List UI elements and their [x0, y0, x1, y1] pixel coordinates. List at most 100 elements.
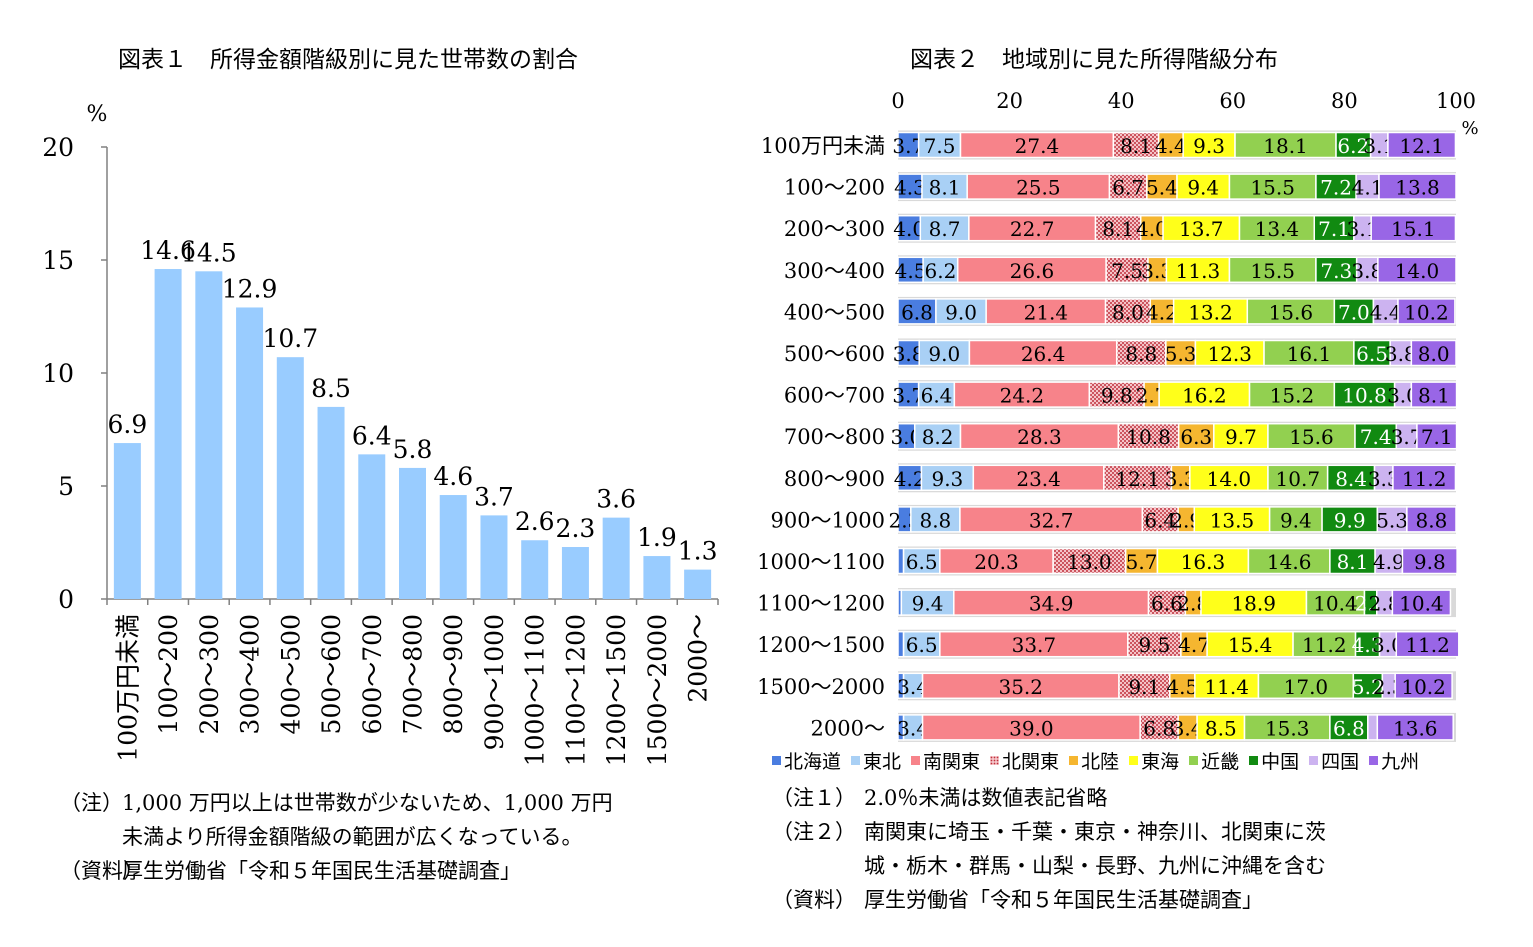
- chart1-bar: [602, 517, 630, 599]
- chart2-segment: [1127, 630, 1182, 658]
- chart2-segment: [1329, 714, 1369, 741]
- note-label: （注２）: [772, 820, 856, 844]
- chart2-data-label: 15.4: [1228, 633, 1273, 657]
- chart2-data-label: 5.7: [1126, 550, 1158, 574]
- chart2-category-label: 1100～1200: [757, 592, 885, 616]
- chart1-bar: [561, 547, 589, 599]
- chart2-data-label: 14.0: [1207, 467, 1252, 491]
- legend-label: 近畿: [1201, 751, 1240, 773]
- chart2-x-tick-label: 0: [891, 89, 904, 113]
- chart2-category-label: 200～300: [784, 217, 885, 241]
- chart2-data-label: 18.1: [1263, 134, 1308, 158]
- chart2-x-tick-label: 80: [1331, 89, 1358, 113]
- chart2-data-label: 4.1: [1352, 176, 1384, 200]
- legend-item: 四国: [1309, 747, 1359, 774]
- chart2-segment: [1177, 422, 1215, 450]
- chart2-data-label: 10.2: [1404, 300, 1449, 324]
- note-label: （資料）: [60, 859, 144, 883]
- chart2-data-label: 39.0: [1009, 716, 1054, 740]
- chart2-data-label: 12.3: [1207, 342, 1252, 366]
- chart2-data-label: 13.5: [1210, 508, 1255, 532]
- chart2-data-label: 4.7: [1178, 633, 1210, 657]
- chart2-data-label: 8.0: [1112, 300, 1144, 324]
- chart1-category-label: 800～900: [439, 614, 468, 734]
- chart1-bar: [358, 454, 386, 599]
- chart2-segment: [1395, 630, 1460, 658]
- chart2-data-label: 6.7: [1112, 176, 1144, 200]
- chart2-segment: [1196, 714, 1246, 741]
- chart2-data-label: 6.6: [1151, 592, 1183, 616]
- chart1-data-label: 12.9: [222, 274, 278, 303]
- chart2-segment: [1374, 547, 1404, 575]
- chart2-segment: [1268, 506, 1323, 533]
- note-text: 厚生労働省「令和５年国民生活基礎調査」: [864, 883, 1263, 917]
- chart2-segment: [1392, 464, 1457, 492]
- chart2-data-label: 9.9: [1334, 508, 1366, 532]
- chart2-data-label: 5.3: [1165, 342, 1197, 366]
- legend-swatch: [1129, 756, 1139, 765]
- note-line: 2.0％未満は数値表記省略: [864, 786, 1108, 810]
- chart1-category-label: 2000～: [684, 614, 713, 703]
- chart2-category-label: 500～600: [784, 342, 885, 366]
- chart2-data-label: 8.1: [1418, 384, 1450, 408]
- chart2-data-label: 28.3: [1017, 425, 1062, 449]
- chart2-segment: [900, 589, 955, 616]
- chart2-data-label: 6.3: [1180, 425, 1212, 449]
- chart2-segment: [1333, 381, 1396, 408]
- chart1-bar: [113, 443, 141, 599]
- chart2-data-label: 22.7: [1010, 217, 1055, 241]
- chart2-segment: [985, 298, 1107, 325]
- chart1-bar: [317, 406, 345, 599]
- chart2-data-label: 11.4: [1204, 675, 1249, 699]
- chart2-data-label: 13.2: [1188, 300, 1233, 324]
- chart2-data-label: 12.1: [1115, 467, 1160, 491]
- note-line: 厚生労働省「令和５年国民生活基礎調査」: [122, 859, 521, 883]
- chart2-data-label: 8.2: [922, 425, 954, 449]
- chart2-data-label: 4.5: [1166, 675, 1198, 699]
- chart2-data-label: 5.2: [1352, 675, 1384, 699]
- chart2-segment: [939, 547, 1054, 575]
- chart1-data-label: 1.9: [637, 523, 677, 552]
- chart2-segment: [1257, 672, 1355, 700]
- chart2-legend: 北海道 東北 南関東 北関東 北陸 東海 近畿 中国 四国 九州: [772, 747, 1419, 774]
- chart2-data-label: 6.8: [901, 300, 933, 324]
- chart2-segment: [1367, 714, 1379, 741]
- chart2-segment: [1105, 256, 1149, 284]
- chart2-segment: [902, 630, 941, 658]
- legend-item: 九州: [1369, 747, 1419, 774]
- chart2-data-label: 6.2: [1337, 134, 1369, 158]
- chart2-segment: [1176, 173, 1231, 200]
- chart2-segment: [1194, 339, 1265, 367]
- chart2-segment: [1401, 547, 1458, 575]
- chart2-data-label: 15.3: [1265, 716, 1310, 740]
- chart2-data-label: 8.1: [929, 176, 961, 200]
- legend-swatch: [990, 756, 1000, 765]
- figure1-notes: （注） 1,000 万円以上は世帯数が少ないため、1,000 万円 未満より所得金額…: [60, 786, 613, 888]
- chart2-segment: [1180, 630, 1208, 658]
- chart2-segment: [921, 672, 1120, 700]
- chart1-bar: [276, 357, 304, 599]
- chart2-data-label: 21.4: [1024, 300, 1069, 324]
- chart2-data-label: 9.5: [1138, 633, 1170, 657]
- chart2-data-label: 4.2: [1146, 300, 1178, 324]
- chart2-segment: [1108, 173, 1148, 200]
- chart1-category-label: 300～400: [236, 614, 265, 734]
- note-row: （資料） 厚生労働省「令和５年国民生活基礎調査」: [772, 883, 1326, 917]
- chart1-y-tick-label: 5: [58, 472, 74, 501]
- chart2-data-label: 8.1: [1337, 550, 1369, 574]
- legend-item: 近畿: [1189, 747, 1239, 774]
- chart2-segment: [1228, 256, 1317, 284]
- chart1-unit-label: %: [87, 102, 108, 127]
- chart2-data-label: 8.8: [1416, 508, 1448, 532]
- chart2-data-label: 6.8: [1333, 716, 1365, 740]
- chart1-bar: [643, 556, 671, 599]
- chart2-category-label: 100～200: [784, 176, 885, 200]
- chart2-data-label: 4.3: [894, 176, 926, 200]
- chart2-segment: [902, 547, 941, 575]
- note-row: （注２） 南関東に埼玉・千葉・東京・神奈川、北関東に茨 城・栃木・群馬・山梨・長野、…: [772, 815, 1326, 883]
- chart1-data-label: 14.5: [181, 238, 237, 267]
- chart2-data-label: 6.4: [921, 384, 953, 408]
- chart2-category-label: 600～700: [784, 384, 885, 408]
- chart1-data-label: 2.6: [515, 507, 555, 536]
- chart2-data-label: 13.0: [1067, 550, 1112, 574]
